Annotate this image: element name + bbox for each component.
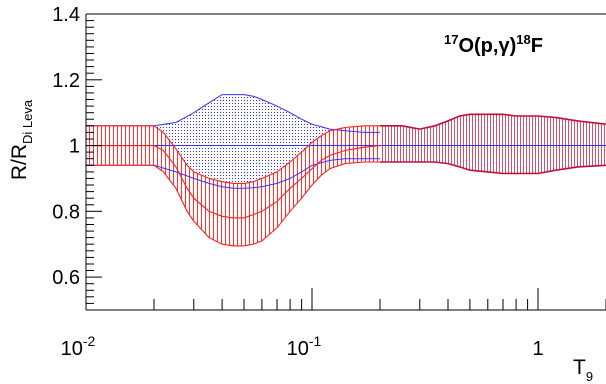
x-axis-title: T9 (573, 356, 593, 384)
blue-band-upper-line (86, 94, 380, 133)
y-ticks (86, 13, 102, 311)
plot-area (86, 94, 606, 247)
x-ticks (85, 288, 606, 310)
y-tick-label: 0.8 (52, 201, 80, 223)
y-tick-label: 0.6 (52, 267, 80, 289)
y-tick-label: 1.4 (52, 4, 80, 26)
dark-band-lower-line (380, 161, 606, 175)
red-band-upper-line (86, 125, 380, 184)
y-tick-label: 1.2 (52, 70, 80, 92)
x-tick-label: 10-2 (61, 333, 96, 360)
x-tick-label: 1 (532, 338, 543, 360)
y-tick-labels: 0.6 0.8 1 1.2 1.4 (52, 4, 80, 289)
dark-band-upper-line (380, 113, 606, 130)
reaction-label: 17O(p,γ)18F (444, 32, 543, 57)
x-tick-label: 10-1 (287, 333, 322, 360)
x-tick-labels: 10-2 10-1 1 (61, 333, 544, 360)
y-tick-label: 1 (69, 136, 80, 158)
y-axis-title: R/RDi Leva (8, 99, 35, 180)
red-band-lower-line (86, 161, 380, 247)
red-band-fill (86, 125, 380, 246)
blue-band-lower-line (86, 158, 380, 189)
dark-band-fill (380, 114, 606, 174)
red-band-mid-line (86, 145, 381, 219)
